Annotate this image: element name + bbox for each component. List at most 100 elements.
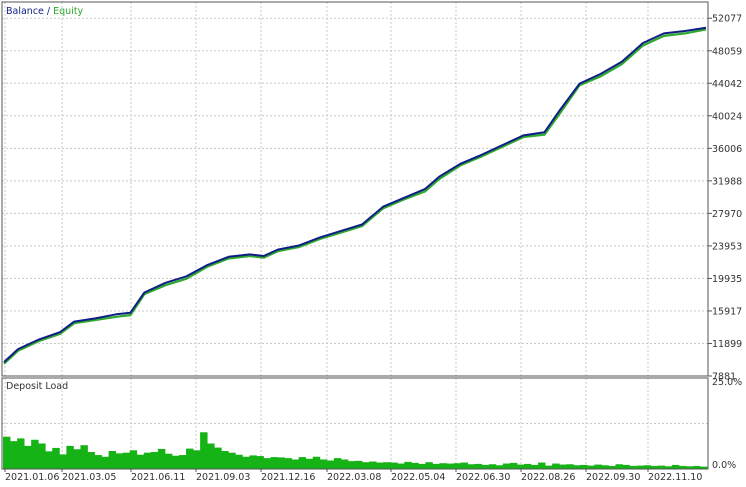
deposit-load-bar	[256, 456, 264, 469]
deposit-load-bar	[150, 452, 159, 469]
deposit-load-bar	[699, 466, 708, 469]
deposit-load-bar	[650, 465, 659, 469]
deposit-load-bar	[347, 461, 356, 469]
x-tick-label: 2021.12.16	[261, 472, 315, 483]
deposit-load-bar	[657, 465, 666, 469]
x-tick-label: 2021.01.06	[5, 472, 59, 483]
deposit-load-bar	[129, 450, 138, 469]
legend-separator: /	[44, 6, 53, 17]
deposit-load-bar	[411, 462, 419, 469]
deposit-load-bar	[516, 464, 525, 469]
deposit-load-bar	[3, 436, 11, 469]
deposit-load-bar	[460, 462, 469, 469]
deposit-load-bar	[24, 445, 32, 469]
deposit-load-bar	[242, 456, 250, 469]
deposit-load-bar	[179, 455, 187, 469]
deposit-load-bar	[87, 452, 95, 469]
top-panel-frame	[1, 1, 709, 377]
deposit-load-bar	[228, 452, 236, 469]
deposit-load-legend: Deposit Load	[6, 381, 68, 392]
top-legend: Balance / Equity	[6, 6, 84, 17]
x-tick-label: 2022.03.08	[327, 472, 381, 483]
deposit-load-bar	[143, 452, 152, 469]
deposit-load-bar	[671, 464, 680, 469]
equity-line	[3, 28, 707, 365]
deposit-load-bar	[390, 462, 398, 469]
y-tick-label: 27970	[712, 209, 742, 220]
deposit-load-bar	[538, 462, 546, 469]
deposit-load-bar	[122, 452, 131, 469]
deposit-load-bar	[263, 458, 271, 469]
deposit-load-bar	[270, 457, 278, 469]
deposit-load-bar	[523, 463, 532, 469]
x-tick-label: 2021.09.03	[196, 472, 250, 483]
bottom-panel-frame	[1, 377, 709, 470]
deposit-load-bar	[319, 459, 328, 469]
deposit-load-bar	[488, 464, 497, 469]
deposit-load-bar	[587, 465, 595, 469]
y-tick-label: 52077	[712, 14, 742, 25]
deposit-load-bar	[340, 459, 349, 469]
deposit-load-bar	[277, 457, 285, 469]
deposit-load-bar	[397, 463, 405, 469]
load-tick-label: 0.0%	[712, 460, 736, 471]
deposit-load-bar	[10, 441, 18, 469]
deposit-load-bar	[509, 462, 518, 469]
deposit-load-bar	[284, 458, 293, 469]
deposit-load-bar	[52, 447, 60, 469]
y-tick-label: 11899	[712, 339, 742, 350]
deposit-load-bar	[362, 462, 370, 469]
deposit-load-bar	[685, 466, 694, 469]
x-tick-label: 2022.11.10	[648, 472, 702, 483]
legend-balance: Balance	[6, 6, 44, 17]
deposit-load-bar	[376, 462, 384, 469]
y-axis-labels: 52077 48059 44042 40024 36006 31988 27970 23953…	[708, 14, 742, 471]
deposit-load-bar	[59, 454, 67, 469]
y-tick-label: 7881	[712, 372, 736, 383]
x-axis-labels: 2021.01.06 2021.03.05 2021.06.11 2021.09.03…	[4, 469, 702, 483]
deposit-load-bar	[531, 464, 539, 469]
y-tick-label: 15917	[712, 306, 742, 317]
deposit-load-bar	[439, 463, 447, 469]
deposit-load-bar	[622, 464, 630, 469]
deposit-load-bar	[545, 465, 553, 469]
deposit-load-bar	[45, 451, 53, 469]
deposit-load-bar	[221, 450, 229, 469]
balance-equity-lines	[3, 26, 707, 365]
deposit-load-bar	[453, 463, 461, 469]
deposit-load-bar	[326, 460, 335, 469]
deposit-load-bar	[481, 464, 490, 469]
deposit-load-bar	[193, 450, 201, 469]
deposit-load-bar	[80, 445, 88, 469]
deposit-load-bar	[108, 450, 117, 469]
x-tick-label: 2022.09.30	[586, 472, 640, 483]
y-tick-label: 44042	[712, 79, 742, 90]
deposit-load-bar	[214, 447, 222, 469]
deposit-load-bar	[615, 464, 623, 469]
deposit-load-bar	[404, 461, 412, 469]
y-tick-label: 23953	[712, 241, 742, 252]
deposit-load-bar	[418, 463, 426, 469]
deposit-load-bar	[94, 455, 102, 469]
deposit-load-bar	[249, 455, 257, 469]
deposit-load-bar	[101, 456, 109, 469]
deposit-load-bar	[432, 463, 440, 469]
deposit-load-bar	[66, 445, 74, 469]
deposit-load-bar	[235, 454, 243, 469]
x-tick-label: 2022.05.04	[391, 472, 445, 483]
deposit-load-bar	[502, 463, 511, 469]
legend-equity: Equity	[53, 6, 83, 17]
deposit-load-bar	[312, 456, 321, 469]
deposit-load-bar	[495, 465, 504, 469]
load-tick-label: 25.0%	[712, 377, 742, 388]
deposit-load-bar	[157, 448, 166, 469]
y-tick-label: 48059	[712, 46, 742, 57]
deposit-load-bar	[291, 459, 300, 469]
deposit-load-bar	[305, 458, 314, 469]
deposit-load-bar	[446, 463, 454, 469]
deposit-load-bar	[73, 449, 81, 469]
deposit-load-bar	[383, 462, 391, 469]
deposit-load-bar	[333, 458, 342, 469]
deposit-load-bar	[678, 465, 687, 469]
